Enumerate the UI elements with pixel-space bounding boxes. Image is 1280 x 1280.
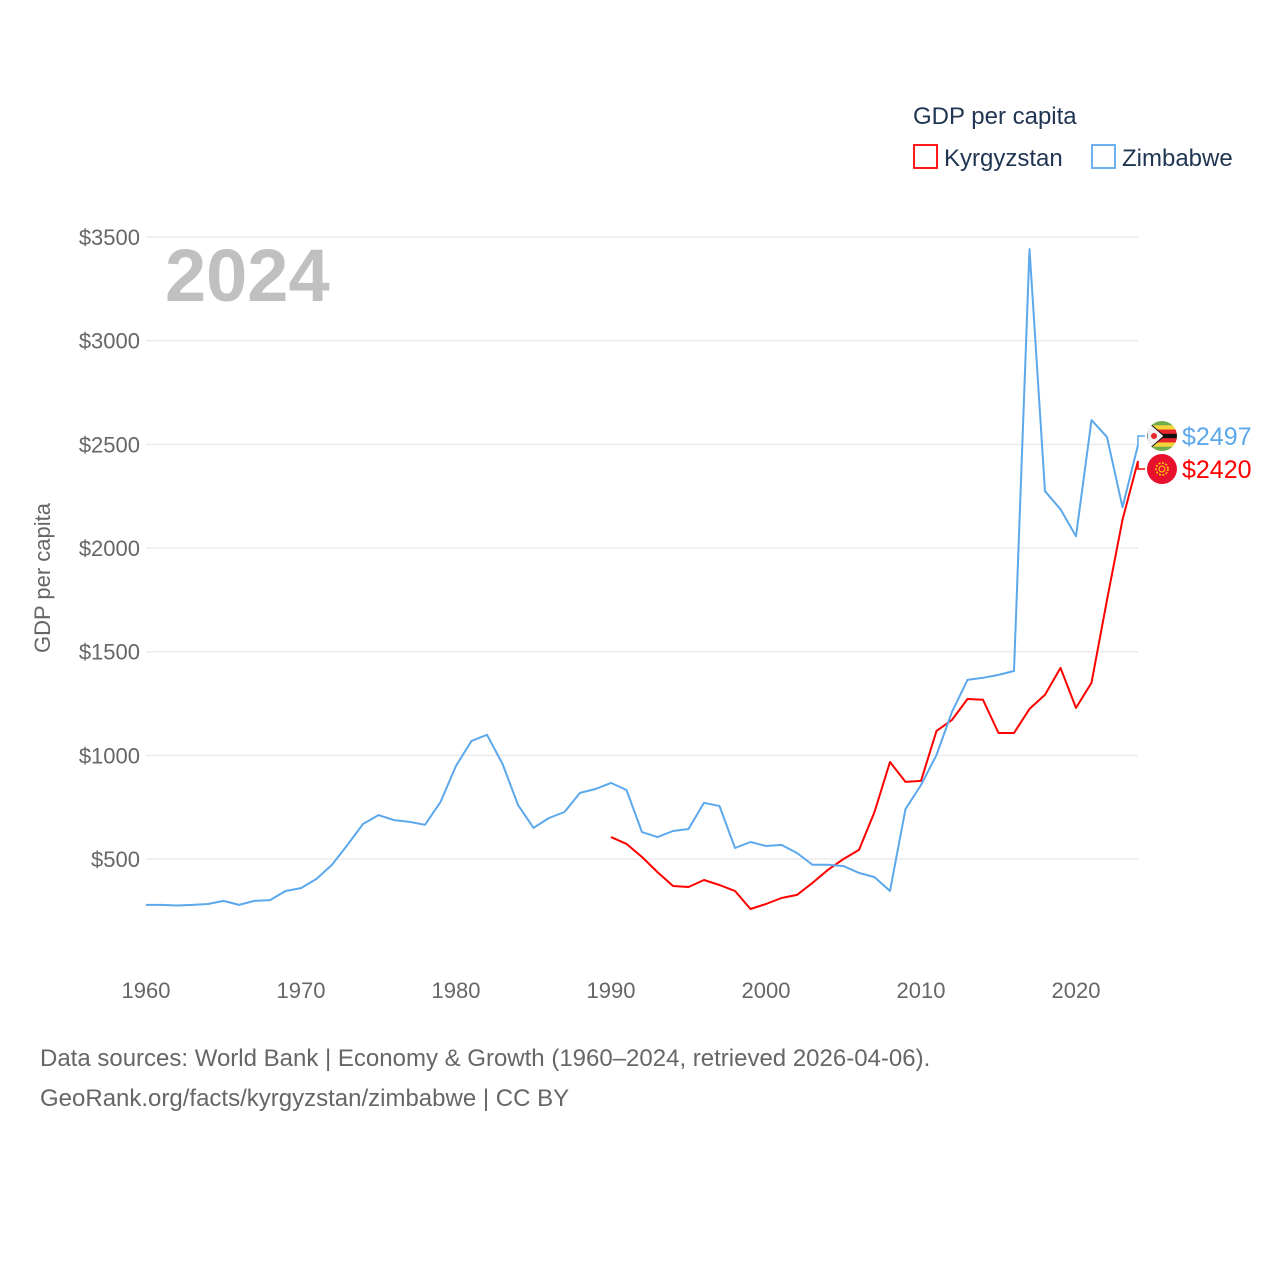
series-line-zimbabwe [146,248,1139,907]
y-tick-label: $2500 [79,432,140,457]
y-tick-label: $3500 [79,225,140,250]
end-value-label: $2420 [1182,456,1252,484]
y-tick-label: $1000 [79,743,140,768]
y-tick-label: $2000 [79,536,140,561]
y-axis-label: GDP per capita [30,502,55,653]
legend-swatch [913,144,938,169]
legend-swatch [1091,144,1116,169]
legend-item-kyrgyzstan[interactable]: Kyrgyzstan [913,144,1063,172]
x-tick-label: 1960 [122,978,171,1003]
kyrgyzstan-flag-icon [1147,454,1177,484]
zimbabwe-flag-icon [1147,421,1177,451]
series-line-kyrgyzstan [610,460,1139,910]
source-link-line[interactable]: GeoRank.org/facts/kyrgyzstan/zimbabwe | … [40,1085,570,1112]
legend-title: GDP per capita [913,103,1077,130]
y-tick-label: $500 [91,847,140,872]
x-tick-label: 1980 [432,978,481,1003]
x-tick-label: 2010 [897,978,946,1003]
end-label-connector [1137,460,1145,470]
x-tick-label: 1990 [587,978,636,1003]
year-watermark: 2024 [165,234,330,317]
end-label-connector [1137,435,1145,445]
legend-label: Zimbabwe [1122,145,1233,172]
x-tick-label: 2000 [742,978,791,1003]
y-tick-label: $1500 [79,640,140,665]
legend-label: Kyrgyzstan [944,145,1063,172]
end-value-label: $2497 [1182,423,1252,451]
legend-item-zimbabwe[interactable]: Zimbabwe [1091,144,1233,172]
y-tick-label: $3000 [79,329,140,354]
source-line: Data sources: World Bank | Economy & Gro… [40,1045,931,1072]
x-tick-label: 2020 [1052,978,1101,1003]
x-tick-label: 1970 [277,978,326,1003]
